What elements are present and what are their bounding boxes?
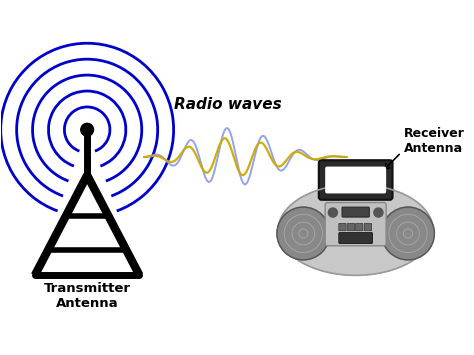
- FancyBboxPatch shape: [339, 233, 373, 244]
- Text: Receiver
Antenna: Receiver Antenna: [403, 127, 465, 155]
- FancyBboxPatch shape: [347, 223, 355, 231]
- FancyBboxPatch shape: [356, 223, 363, 231]
- Circle shape: [374, 208, 383, 217]
- FancyBboxPatch shape: [319, 160, 392, 200]
- Circle shape: [328, 208, 337, 217]
- FancyBboxPatch shape: [325, 166, 386, 193]
- FancyBboxPatch shape: [339, 223, 346, 231]
- FancyBboxPatch shape: [365, 223, 372, 231]
- Text: Transmitter
Antenna: Transmitter Antenna: [44, 282, 131, 310]
- Circle shape: [382, 207, 434, 260]
- Circle shape: [277, 207, 330, 260]
- Circle shape: [81, 123, 93, 136]
- Text: Radio waves: Radio waves: [174, 97, 282, 112]
- FancyBboxPatch shape: [342, 207, 369, 217]
- Ellipse shape: [278, 184, 433, 275]
- FancyBboxPatch shape: [325, 203, 386, 246]
